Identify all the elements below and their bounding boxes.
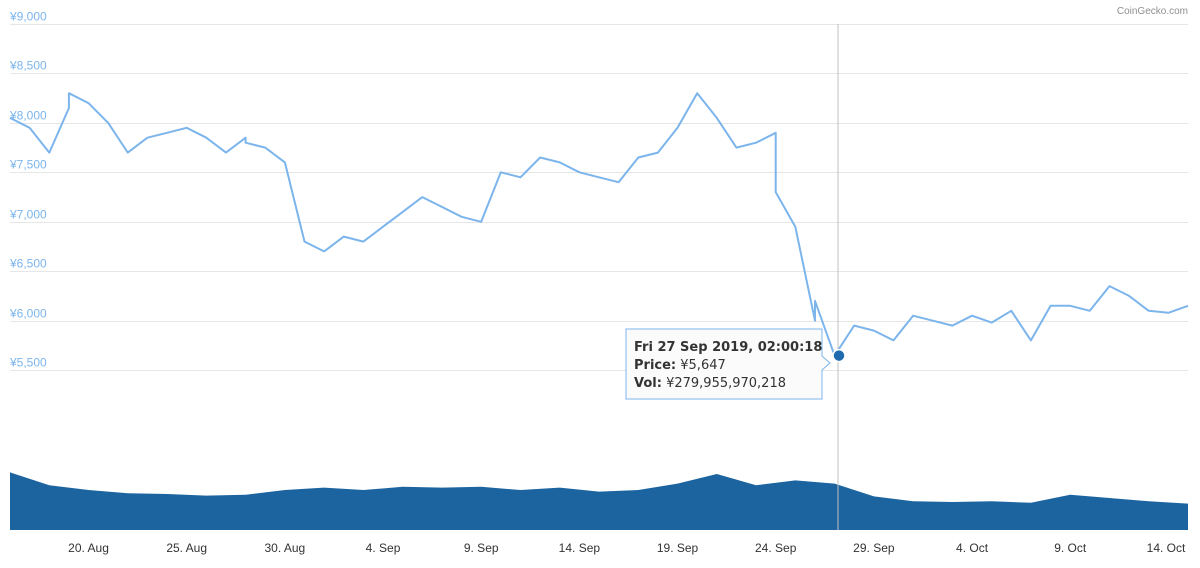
tooltip-vol-label: Vol: [634, 376, 662, 391]
price-gridlines [10, 24, 1188, 371]
x-tick-label: 25. Aug [166, 541, 207, 555]
tooltip-price-value: ¥5,647 [680, 358, 726, 373]
x-tick-label: 29. Sep [853, 541, 895, 555]
x-tick-label: 9. Oct [1054, 541, 1087, 555]
tooltip: Fri 27 Sep 2019, 02:00:18 Price: ¥5,647 … [625, 328, 831, 400]
tooltip-price-row: Price: ¥5,647 [634, 358, 726, 373]
hover-marker[interactable] [832, 348, 846, 363]
x-tick-label: 14. Sep [559, 541, 601, 555]
x-axis-ticks: 20. Aug 25. Aug 30. Aug 4. Sep 9. Sep 14. Sep… [68, 541, 1186, 555]
y-tick-label: ¥8,000 [9, 109, 47, 123]
price-series [9, 92, 1189, 357]
x-tick-label: 30. Aug [265, 541, 306, 555]
x-tick-label: 4. Oct [956, 541, 989, 555]
x-tick-label: 24. Sep [755, 541, 797, 555]
volume-series [10, 472, 1188, 530]
credit-label[interactable]: CoinGecko.com [1117, 6, 1188, 17]
x-tick-label: 9. Sep [464, 541, 499, 555]
tooltip-date: Fri 27 Sep 2019, 02:00:18 [634, 340, 822, 355]
x-tick-label: 14. Oct [1147, 541, 1186, 555]
y-tick-label: ¥7,500 [9, 158, 47, 172]
tooltip-box [625, 328, 831, 400]
y-tick-label: ¥8,500 [9, 59, 47, 73]
y-tick-label: ¥6,500 [9, 257, 47, 271]
y-tick-label: ¥7,000 [9, 208, 47, 222]
x-tick-label: 20. Aug [68, 541, 109, 555]
tooltip-vol-row: Vol: ¥279,955,970,218 [634, 376, 786, 391]
y-axis-ticks: ¥5,500 ¥6,000 ¥6,500 ¥7,000 ¥7,500 ¥8,000 ¥8,5… [9, 10, 47, 370]
price-line [9, 92, 1189, 357]
tooltip-price-label: Price: [634, 358, 676, 373]
x-tick-label: 19. Sep [657, 541, 699, 555]
volume-area [10, 472, 1188, 530]
y-tick-label: ¥9,000 [9, 10, 47, 24]
tooltip-vol-value: ¥279,955,970,218 [666, 376, 786, 391]
y-tick-label: ¥6,000 [9, 307, 47, 321]
y-tick-label: ¥5,500 [9, 356, 47, 370]
x-tick-label: 4. Sep [366, 541, 401, 555]
